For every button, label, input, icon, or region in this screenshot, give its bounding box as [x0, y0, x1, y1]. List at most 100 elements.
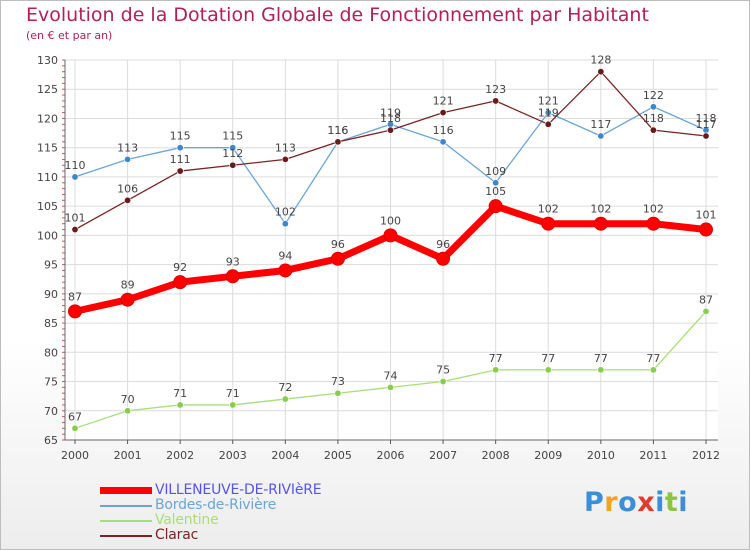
data-label-valentine: 70	[121, 393, 135, 406]
y-tick-label: 85	[44, 317, 58, 330]
y-tick-label: 90	[44, 288, 58, 301]
data-label-villeneuve-de-rivi-re: 100	[380, 214, 401, 227]
data-label-bordes-de-rivi-re: 102	[275, 206, 296, 219]
x-tick-label: 2005	[324, 449, 352, 462]
data-point-valentine	[176, 401, 184, 409]
data-label-clarac: 116	[327, 124, 348, 137]
data-label-bordes-de-rivi-re: 109	[485, 165, 506, 178]
y-tick-label: 80	[44, 346, 58, 359]
logo-letter: x	[637, 487, 656, 518]
data-label-valentine: 74	[384, 369, 398, 382]
data-point-clarac	[176, 167, 184, 175]
data-label-valentine: 72	[278, 381, 292, 394]
data-point-bordes-de-rivi-re	[597, 132, 605, 140]
proxiti-logo: Proxiti	[584, 487, 688, 518]
data-label-villeneuve-de-rivi-re: 93	[226, 255, 240, 268]
data-point-villeneuve-de-rivi-re	[436, 251, 451, 266]
y-tick-label: 105	[37, 200, 58, 213]
data-label-valentine: 77	[541, 352, 555, 365]
data-label-villeneuve-de-rivi-re: 102	[643, 203, 664, 216]
data-label-villeneuve-de-rivi-re: 102	[538, 203, 559, 216]
data-point-villeneuve-de-rivi-re	[330, 251, 345, 266]
data-point-villeneuve-de-rivi-re	[488, 199, 503, 214]
data-point-clarac	[71, 226, 79, 234]
legend-label: Valentine	[155, 512, 219, 528]
data-label-clarac: 113	[275, 141, 296, 154]
data-point-bordes-de-rivi-re	[176, 144, 184, 152]
chart-subtitle: (en € et par an)	[26, 29, 113, 42]
logo-letter: P	[584, 487, 605, 518]
data-point-bordes-de-rivi-re	[649, 103, 657, 111]
data-label-villeneuve-de-rivi-re: 92	[173, 261, 187, 274]
data-label-villeneuve-de-rivi-re: 87	[68, 290, 82, 303]
data-label-bordes-de-rivi-re: 121	[538, 95, 559, 108]
x-tick-label: 2009	[534, 449, 562, 462]
data-point-valentine	[649, 366, 657, 374]
data-label-clarac: 121	[433, 95, 454, 108]
logo-letter: i	[655, 487, 665, 518]
data-label-villeneuve-de-rivi-re: 96	[331, 238, 345, 251]
logo-letter: i	[678, 487, 689, 518]
logo-letter: t	[664, 487, 679, 518]
x-tick-label: 2001	[114, 449, 142, 462]
data-point-clarac	[649, 126, 657, 134]
y-tick-label: 130	[37, 54, 58, 67]
data-point-villeneuve-de-rivi-re	[278, 263, 293, 278]
data-label-valentine: 77	[646, 352, 660, 365]
data-label-clarac: 118	[380, 112, 401, 125]
data-point-valentine	[124, 407, 132, 415]
data-point-villeneuve-de-rivi-re	[68, 304, 82, 319]
data-point-clarac	[334, 138, 342, 146]
data-label-clarac: 117	[696, 118, 717, 131]
data-point-valentine	[597, 366, 605, 374]
series-layer	[68, 68, 713, 432]
logo-letter: o	[618, 487, 638, 518]
y-tick-label: 100	[37, 229, 58, 242]
data-label-bordes-de-rivi-re: 113	[117, 141, 138, 154]
data-point-villeneuve-de-rivi-re	[173, 275, 188, 290]
data-label-valentine: 87	[699, 293, 713, 306]
legend-swatch	[100, 505, 152, 507]
data-point-villeneuve-de-rivi-re	[593, 216, 608, 231]
legend-label: VILLENEUVE-DE-RIVIèRE	[155, 482, 322, 498]
data-label-clarac: 111	[170, 153, 191, 166]
y-tick-label: 120	[37, 112, 58, 125]
y-tick-label: 70	[44, 405, 58, 418]
chart-title: Evolution de la Dotation Globale de Fonc…	[26, 4, 649, 26]
data-label-valentine: 71	[173, 387, 187, 400]
data-label-clarac: 101	[65, 212, 86, 225]
x-tick-label: 2000	[61, 449, 89, 462]
data-point-clarac	[124, 196, 132, 204]
legend-label: Clarac	[155, 527, 199, 543]
x-tick-label: 2006	[377, 449, 405, 462]
data-label-valentine: 73	[331, 375, 345, 388]
data-point-villeneuve-de-rivi-re	[541, 216, 556, 231]
data-label-villeneuve-de-rivi-re: 94	[278, 249, 292, 262]
data-point-clarac	[281, 155, 289, 163]
data-point-valentine	[334, 389, 342, 397]
data-point-clarac	[597, 68, 605, 76]
data-label-bordes-de-rivi-re: 117	[590, 118, 611, 131]
data-label-clarac: 106	[117, 182, 138, 195]
data-label-valentine: 77	[594, 352, 608, 365]
data-label-clarac: 123	[485, 83, 506, 96]
data-point-bordes-de-rivi-re	[229, 144, 237, 152]
data-label-valentine: 77	[489, 352, 503, 365]
data-label-bordes-de-rivi-re: 118	[696, 112, 717, 125]
data-point-valentine	[386, 383, 394, 391]
data-point-valentine	[281, 395, 289, 403]
y-tick-label: 115	[37, 142, 58, 155]
data-point-valentine	[229, 401, 237, 409]
data-point-valentine	[71, 424, 79, 432]
y-tick-label: 75	[44, 376, 58, 389]
x-tick-label: 2002	[166, 449, 194, 462]
data-label-clarac: 118	[643, 112, 664, 125]
data-label-villeneuve-de-rivi-re: 102	[590, 203, 611, 216]
data-label-clarac: 128	[590, 54, 611, 67]
data-label-bordes-de-rivi-re: 116	[327, 124, 348, 137]
y-tick-label: 95	[44, 259, 58, 272]
data-labels: 110 113 115 115 102 116 119 116 109 121 117 122 118 6…	[65, 54, 717, 424]
data-point-villeneuve-de-rivi-re	[699, 222, 713, 237]
logo-letter: r	[604, 487, 619, 518]
